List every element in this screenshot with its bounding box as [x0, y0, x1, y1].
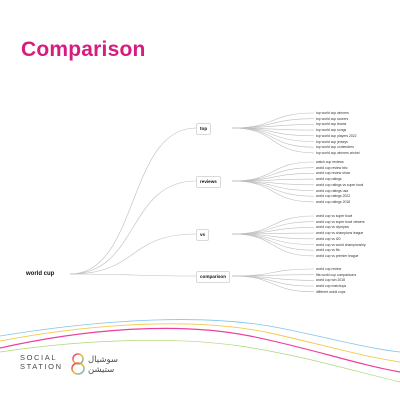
brand-mark-icon — [71, 353, 85, 375]
leaf-node: world cup ratings 2022 — [316, 194, 351, 199]
leaf-node: world cup vs super bowl viewers — [316, 219, 365, 224]
leaf-node: world cup vs ffa — [316, 248, 340, 253]
branch-to-leaf-connector — [231, 233, 315, 257]
leaf-node: world cup ratings vs super bowl — [316, 182, 364, 187]
leaf-node: world cup vs world championship — [316, 242, 366, 247]
branch-node: top — [196, 123, 212, 135]
brand-arabic-line-1: سوشيال — [88, 354, 118, 364]
branch-node: comparison — [196, 271, 231, 283]
branch-to-leaf-connector — [231, 180, 315, 203]
leaf-node: world cup ratings usa — [316, 188, 349, 193]
leaf-node: top world cup winners — [316, 111, 349, 115]
root-to-branch-connector — [69, 180, 197, 275]
leaf-node: world cup ratings 2018 — [316, 199, 351, 204]
leaf-node: different world cups — [316, 289, 346, 294]
leaf-node: watch cup reviews — [316, 160, 344, 164]
branch-node: vs — [196, 229, 210, 241]
leaf-node: world cup review show — [316, 171, 351, 176]
leaf-node: world cup vs champions league — [316, 231, 364, 236]
brand-line-2: STATION — [20, 362, 63, 371]
branch-node: reviews — [196, 176, 221, 188]
brand-logo-block: SOCIAL STATION سوشيال ستيشن — [20, 353, 118, 375]
brand-line-1: SOCIAL — [20, 353, 58, 362]
leaf-node: top world cup songs — [316, 128, 347, 133]
leaf-node: world cup review — [316, 267, 342, 271]
leaf-node: top world cup players 2022 — [316, 133, 357, 138]
root-to-branch-connector — [69, 127, 197, 275]
branch-to-leaf-connector — [231, 127, 315, 154]
leaf-node: world cup ratings — [316, 177, 342, 182]
leaf-node: world cup vs olympics — [316, 225, 349, 230]
leaf-node: top world cup winners cricket — [316, 150, 360, 155]
leaf-node: top world cup scorers — [316, 116, 349, 121]
leaf-node: world cup vs super bowl — [316, 214, 353, 218]
root-node-label: world cup — [26, 271, 55, 277]
brand-arabic-line-2: ستيشن — [88, 364, 115, 374]
leaf-node: world cup vs t20 — [316, 236, 341, 241]
page-title: Comparison — [21, 38, 146, 61]
leaf-node: world cup vs premier league — [316, 253, 359, 258]
leaf-node: world cup matchups — [316, 284, 347, 289]
leaf-node: top world cup contenders — [316, 145, 354, 150]
root-to-branch-connector — [69, 273, 197, 277]
leaf-node: world cup review bbc — [316, 165, 348, 170]
root-to-branch-connector — [69, 233, 197, 275]
leaf-node: top world cup teams — [316, 122, 347, 127]
leaf-node: fifa world cup comparisons — [316, 272, 357, 277]
branch-to-leaf-connector — [231, 275, 315, 293]
leaf-node: world cup win 2018 — [316, 278, 346, 283]
leaf-node: top world cup jerseys — [316, 139, 348, 144]
